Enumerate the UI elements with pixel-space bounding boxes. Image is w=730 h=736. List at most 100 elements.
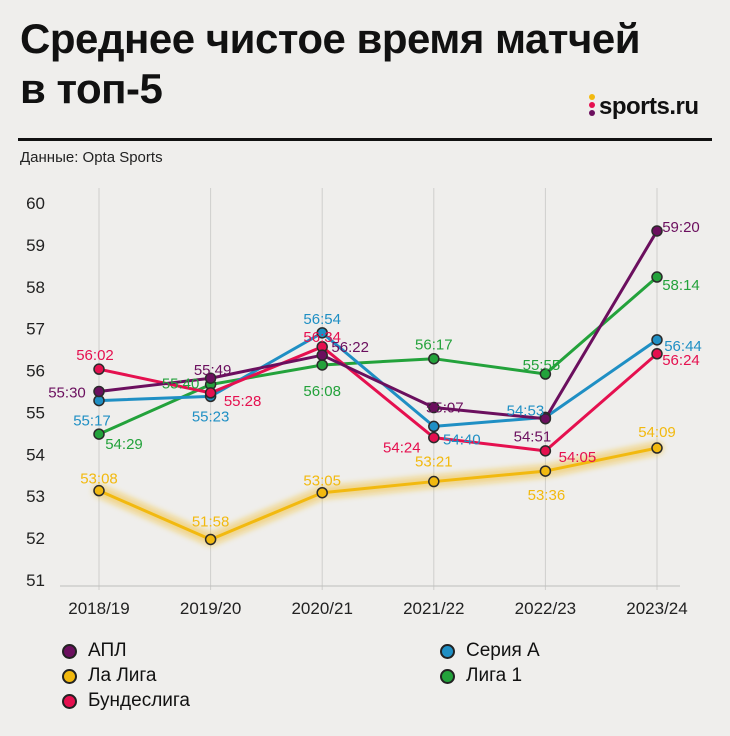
legend-label: Бундеслига [88,690,190,711]
data-label-serie-a: 55:17 [73,413,111,430]
legend-swatch [440,643,455,659]
x-tick-label: 2020/21 [291,599,352,618]
data-label-ligue-1: 55:40 [162,376,200,393]
data-label-serie-a: 54:40 [443,431,481,448]
data-label-epl: 55:07 [426,400,464,417]
legend-swatch [62,668,77,684]
legend-label: Ла Лига [88,665,157,686]
data-label-serie-a: 55:23 [192,408,230,425]
y-tick-label: 55 [26,403,45,422]
data-label-la-liga: 53:21 [415,454,453,471]
data-point-serie-a [651,334,663,346]
data-point-bundesliga [651,348,663,360]
y-tick-label: 53 [26,487,45,506]
series-line-serie-a [98,331,658,428]
data-point-epl [428,401,440,414]
series-lines [98,230,659,541]
data-source: Данные: Opta Sports [20,149,163,166]
data-label-bundesliga: 54:05 [559,449,597,466]
data-point-la-liga [428,475,440,488]
data-label-epl: 59:20 [662,219,700,236]
title-line-2: в топ-5 [20,65,163,112]
series-line-ligue-1 [98,275,658,436]
logo-dots-icon [588,93,596,121]
y-tick-label: 60 [26,194,45,213]
data-label-la-liga: 53:36 [528,487,566,504]
legend-swatch [62,643,77,659]
series-line-epl [98,230,659,421]
data-point-ligue-1 [651,271,663,283]
y-tick-label: 54 [26,445,45,464]
legend-item-bundesliga: Бундеслига [62,689,190,713]
data-label-epl: 55:30 [48,385,86,402]
legend-label: Лига 1 [466,665,523,686]
data-label-bundesliga: 54:24 [383,440,421,457]
y-axis-ticks: 51 52 53 54 55 56 57 58 59 60 [26,194,45,590]
data-label-serie-a: 54:53 [507,402,545,419]
y-tick-label: 58 [26,278,45,297]
data-point-ligue-1 [316,359,328,371]
legend-item-ligue-1: Лига 1 [440,664,522,688]
data-point-bundesliga [539,445,552,457]
data-point-epl [93,385,105,398]
data-label-bundesliga: 56:02 [76,347,114,364]
sports-ru-logo[interactable]: sports.ru [588,92,699,122]
data-point-epl [316,349,328,361]
data-point-serie-a [316,327,328,339]
x-tick-label: 2022/23 [515,599,576,618]
data-label-bundesliga: 56:34 [303,329,341,346]
data-point-bundesliga [428,431,440,444]
legend-item-la-liga: Ла Лига [62,664,156,688]
data-label-la-liga: 51:58 [192,513,230,530]
data-label-epl: 55:49 [194,362,232,379]
data-point-la-liga [651,442,663,454]
legend-swatch [440,668,455,684]
data-label-bundesliga: 56:24 [662,352,700,369]
title-line-1: Среднее чистое время матчей [20,15,641,62]
data-label-ligue-1: 56:08 [303,383,341,400]
logo-text: sports.ru [599,93,699,120]
data-label-ligue-1: 54:29 [105,436,143,453]
data-point-epl [651,225,663,237]
data-point-la-liga [539,465,552,477]
data-point-la-liga [316,486,328,499]
legend-item-epl: АПЛ [62,639,127,663]
data-label-ligue-1: 58:14 [662,277,700,294]
data-label-epl: 56:22 [331,339,369,356]
legend-swatch [62,693,77,709]
data-label-la-liga: 54:09 [638,424,676,441]
legend-label: АПЛ [88,640,127,661]
y-tick-label: 52 [26,529,45,548]
data-point-bundesliga [204,387,217,399]
series-line-bundesliga [98,345,658,453]
x-tick-label: 2023/24 [626,599,687,618]
y-tick-label: 57 [26,320,45,339]
data-point-ligue-1 [93,428,105,440]
chart-title: Среднее чистое время матчей в топ-5 [20,14,680,114]
data-label-la-liga: 53:05 [303,473,341,490]
data-point-ligue-1 [539,368,552,380]
y-tick-label: 56 [26,362,45,381]
data-label-serie-a: 56:44 [664,338,702,355]
data-point-epl [204,372,217,384]
data-label-bundesliga: 55:28 [224,393,262,410]
x-tick-label: 2021/22 [403,599,464,618]
x-tick-label: 2019/20 [180,599,241,618]
legend-label: Серия А [466,640,540,661]
data-point-ligue-1 [428,352,440,365]
data-label-serie-a: 56:54 [303,311,341,328]
data-point-epl [539,412,552,425]
data-label-epl: 54:51 [514,429,552,446]
title-divider [18,138,712,141]
y-tick-label: 59 [26,236,45,255]
data-point-la-liga [204,533,217,546]
data-labels: 55:30 55:49 56:22 55:07 54:51 59:20 53:08 51:58… [48,219,702,531]
data-label-ligue-1: 55:55 [523,357,561,374]
series-points [93,225,663,546]
x-tick-label: 2018/19 [68,599,129,618]
data-point-bundesliga [93,363,105,375]
data-label-ligue-1: 56:17 [415,337,453,354]
y-tick-label: 51 [26,571,45,590]
x-axis-ticks: 2018/19 2019/20 2020/21 2021/22 2022/23 2023/… [68,599,687,618]
